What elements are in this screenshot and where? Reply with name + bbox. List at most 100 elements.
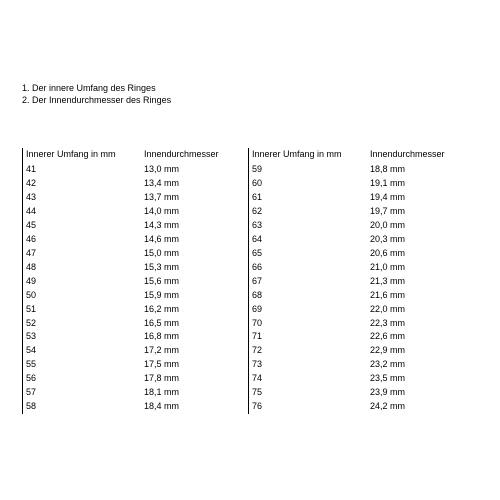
cell-circumference: 63 [252,219,370,233]
table-row: 6821,6 mm [252,289,460,303]
cell-diameter: 22,0 mm [370,303,460,317]
table-row: 4113,0 mm [26,163,234,177]
table-header-row: Innerer Umfang in mm Innendurchmesser [252,148,460,162]
cell-circumference: 60 [252,177,370,191]
cell-diameter: 16,5 mm [144,317,234,331]
cell-diameter: 19,1 mm [370,177,460,191]
cell-diameter: 15,0 mm [144,247,234,261]
table-row: 4614,6 mm [26,233,234,247]
cell-circumference: 61 [252,191,370,205]
cell-circumference: 73 [252,358,370,372]
cell-diameter: 14,0 mm [144,205,234,219]
header-diameter: Innendurchmesser [144,148,234,162]
cell-diameter: 20,0 mm [370,219,460,233]
table-row: 4514,3 mm [26,219,234,233]
cell-diameter: 22,6 mm [370,330,460,344]
cell-diameter: 21,6 mm [370,289,460,303]
table-row: 6219,7 mm [252,205,460,219]
cell-circumference: 47 [26,247,144,261]
cell-circumference: 74 [252,372,370,386]
cell-diameter: 20,3 mm [370,233,460,247]
cell-circumference: 54 [26,344,144,358]
cell-circumference: 62 [252,205,370,219]
cell-diameter: 13,0 mm [144,163,234,177]
table-row: 5517,5 mm [26,358,234,372]
cell-diameter: 14,6 mm [144,233,234,247]
cell-diameter: 14,3 mm [144,219,234,233]
table-row: 5417,2 mm [26,344,234,358]
cell-diameter: 24,2 mm [370,400,460,414]
table-row: 7222,9 mm [252,344,460,358]
cell-circumference: 72 [252,344,370,358]
cell-diameter: 23,2 mm [370,358,460,372]
cell-circumference: 46 [26,233,144,247]
ring-size-table-right: Innerer Umfang in mm Innendurchmesser 59… [248,148,460,414]
table-row: 6119,4 mm [252,191,460,205]
cell-circumference: 58 [26,400,144,414]
table-row: 4915,6 mm [26,275,234,289]
cell-diameter: 18,8 mm [370,163,460,177]
cell-circumference: 64 [252,233,370,247]
cell-circumference: 70 [252,317,370,331]
cell-circumference: 49 [26,275,144,289]
cell-circumference: 53 [26,330,144,344]
cell-circumference: 48 [26,261,144,275]
cell-diameter: 17,8 mm [144,372,234,386]
intro-text: 1. Der innere Umfang des Ringes 2. Der I… [22,82,500,106]
cell-diameter: 21,0 mm [370,261,460,275]
cell-diameter: 16,2 mm [144,303,234,317]
table-row: 7022,3 mm [252,317,460,331]
cell-diameter: 21,3 mm [370,275,460,289]
cell-diameter: 19,7 mm [370,205,460,219]
table-row: 6621,0 mm [252,261,460,275]
cell-circumference: 69 [252,303,370,317]
cell-circumference: 75 [252,386,370,400]
cell-diameter: 18,4 mm [144,400,234,414]
cell-circumference: 67 [252,275,370,289]
tables-wrapper: Innerer Umfang in mm Innendurchmesser 41… [22,148,500,414]
header-circumference: Innerer Umfang in mm [26,148,144,162]
cell-circumference: 45 [26,219,144,233]
cell-diameter: 16,8 mm [144,330,234,344]
table-row: 7624,2 mm [252,400,460,414]
table-row: 4414,0 mm [26,205,234,219]
table-row: 4313,7 mm [26,191,234,205]
table-row: 7122,6 mm [252,330,460,344]
cell-diameter: 23,5 mm [370,372,460,386]
intro-line-2: 2. Der Innendurchmesser des Ringes [22,94,500,106]
cell-diameter: 15,3 mm [144,261,234,275]
cell-diameter: 17,2 mm [144,344,234,358]
cell-circumference: 71 [252,330,370,344]
table-row: 6922,0 mm [252,303,460,317]
table-row: 7523,9 mm [252,386,460,400]
cell-circumference: 42 [26,177,144,191]
table-row: 6019,1 mm [252,177,460,191]
cell-diameter: 18,1 mm [144,386,234,400]
cell-diameter: 20,6 mm [370,247,460,261]
cell-diameter: 15,9 mm [144,289,234,303]
cell-circumference: 76 [252,400,370,414]
table-row: 5316,8 mm [26,330,234,344]
cell-circumference: 50 [26,289,144,303]
cell-circumference: 59 [252,163,370,177]
table-row: 5818,4 mm [26,400,234,414]
cell-circumference: 51 [26,303,144,317]
ring-size-table-left: Innerer Umfang in mm Innendurchmesser 41… [22,148,234,414]
cell-circumference: 44 [26,205,144,219]
cell-diameter: 13,7 mm [144,191,234,205]
table-row: 4213,4 mm [26,177,234,191]
table-row: 4815,3 mm [26,261,234,275]
table-row: 5116,2 mm [26,303,234,317]
table-row: 4715,0 mm [26,247,234,261]
cell-circumference: 55 [26,358,144,372]
table-header-row: Innerer Umfang in mm Innendurchmesser [26,148,234,162]
cell-diameter: 13,4 mm [144,177,234,191]
cell-diameter: 23,9 mm [370,386,460,400]
cell-circumference: 66 [252,261,370,275]
cell-circumference: 43 [26,191,144,205]
cell-circumference: 41 [26,163,144,177]
cell-circumference: 57 [26,386,144,400]
table-row: 6420,3 mm [252,233,460,247]
cell-diameter: 19,4 mm [370,191,460,205]
table-row: 5918,8 mm [252,163,460,177]
